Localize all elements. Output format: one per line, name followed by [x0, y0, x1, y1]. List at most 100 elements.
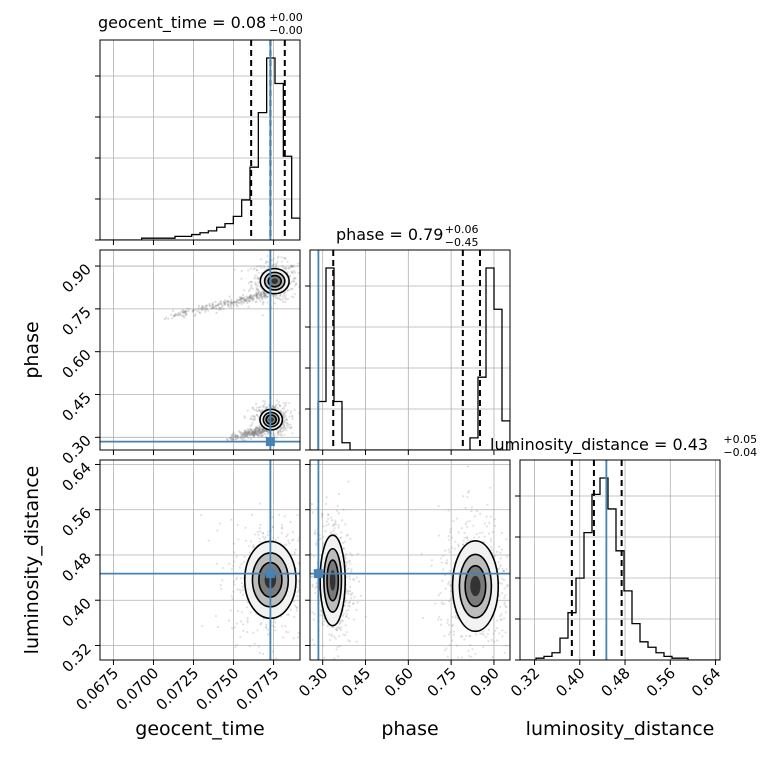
- sample-point: [352, 578, 355, 581]
- sample-point: [321, 611, 324, 614]
- sample-point: [257, 429, 260, 432]
- sample-point: [246, 601, 249, 604]
- sample-point: [349, 552, 352, 555]
- sample-point: [233, 300, 236, 303]
- sample-point: [261, 430, 264, 433]
- sample-point: [434, 602, 437, 605]
- y-tick-label: 0.32: [58, 640, 94, 676]
- sample-point: [249, 417, 253, 420]
- sample-point: [241, 297, 244, 300]
- sample-point: [463, 531, 466, 535]
- sample-point: [263, 266, 266, 269]
- sample-point: [323, 620, 326, 623]
- panel-frame: [309, 249, 511, 451]
- sample-point: [274, 629, 277, 632]
- title-sub: −0.00: [269, 24, 303, 37]
- sample-point: [494, 524, 497, 527]
- sample-point: [448, 570, 451, 573]
- sample-point: [262, 301, 265, 304]
- sample-point: [258, 540, 262, 544]
- sample-point: [231, 437, 234, 440]
- sample-point: [182, 311, 186, 314]
- sample-point: [277, 400, 280, 404]
- sample-point: [251, 430, 255, 434]
- sample-point: [253, 431, 256, 434]
- sample-point: [258, 426, 262, 429]
- sample-point: [249, 296, 252, 299]
- sample-point: [249, 294, 252, 298]
- sample-point: [285, 418, 288, 422]
- sample-point: [437, 618, 440, 621]
- panel-luminosity_distance-luminosity_distance: 0.32 0.40 0.48 0.56 0.64: [507, 459, 724, 700]
- sample-point: [252, 434, 255, 437]
- sample-point: [255, 293, 258, 297]
- sample-point: [319, 614, 322, 617]
- sample-point: [290, 265, 294, 268]
- sample-point: [264, 260, 268, 263]
- sample-point: [287, 423, 290, 427]
- sample-point: [454, 540, 457, 543]
- sample-point: [178, 313, 182, 316]
- sample-point: [487, 639, 490, 643]
- sample-point: [229, 609, 232, 612]
- sample-point: [255, 430, 258, 434]
- sample-point: [173, 314, 176, 318]
- sample-point: [260, 291, 263, 294]
- sample-point: [444, 561, 448, 564]
- sample-point: [272, 431, 275, 434]
- sample-point: [284, 624, 287, 628]
- contour-fill: [470, 575, 481, 597]
- sample-point: [443, 649, 446, 652]
- sample-point: [286, 289, 289, 293]
- sample-point: [266, 260, 269, 263]
- sample-point: [266, 301, 269, 304]
- sample-point: [286, 260, 289, 264]
- sample-point: [296, 595, 299, 598]
- sample-point: [506, 585, 509, 588]
- sample-point: [493, 555, 496, 558]
- sample-point: [319, 537, 322, 540]
- x-tick-label: 0.60: [381, 664, 417, 700]
- sample-point: [253, 408, 256, 411]
- sample-point: [290, 280, 293, 284]
- sample-point: [448, 550, 451, 554]
- sample-point: [257, 277, 261, 280]
- sample-point: [505, 644, 508, 647]
- panel-phase-luminosity_distance: 0.30 0.45 0.60 0.75 0.90: [295, 459, 511, 700]
- sample-point: [463, 536, 466, 539]
- sample-point: [343, 555, 347, 558]
- sample-point: [250, 414, 253, 418]
- sample-point: [240, 297, 243, 301]
- sample-point: [239, 298, 242, 301]
- sample-point: [184, 312, 187, 315]
- contour-fill: [271, 278, 278, 284]
- sample-point: [265, 407, 268, 410]
- sample-point: [236, 298, 239, 301]
- sample-point: [254, 428, 257, 431]
- sample-point: [274, 265, 278, 268]
- sample-point: [284, 258, 287, 261]
- title-sup: +0.06: [445, 223, 479, 236]
- sample-point: [503, 596, 506, 599]
- sample-point: [347, 608, 350, 612]
- sample-point: [287, 426, 290, 429]
- sample-point: [258, 651, 261, 655]
- sample-point: [229, 437, 232, 440]
- sample-point: [494, 629, 497, 632]
- sample-point: [478, 532, 482, 535]
- sample-point: [211, 307, 214, 310]
- panel-frame: [519, 459, 721, 661]
- sample-point: [253, 431, 257, 434]
- sample-point: [250, 432, 253, 435]
- sample-point: [246, 409, 249, 412]
- sample-point: [274, 266, 277, 269]
- sample-point: [441, 603, 444, 606]
- sample-point: [225, 437, 229, 441]
- sample-point: [265, 430, 268, 433]
- sample-point: [254, 292, 258, 295]
- sample-point: [285, 424, 288, 427]
- sample-point: [338, 492, 341, 496]
- sample-point: [201, 305, 204, 308]
- sample-point: [234, 302, 237, 305]
- sample-point: [256, 426, 259, 430]
